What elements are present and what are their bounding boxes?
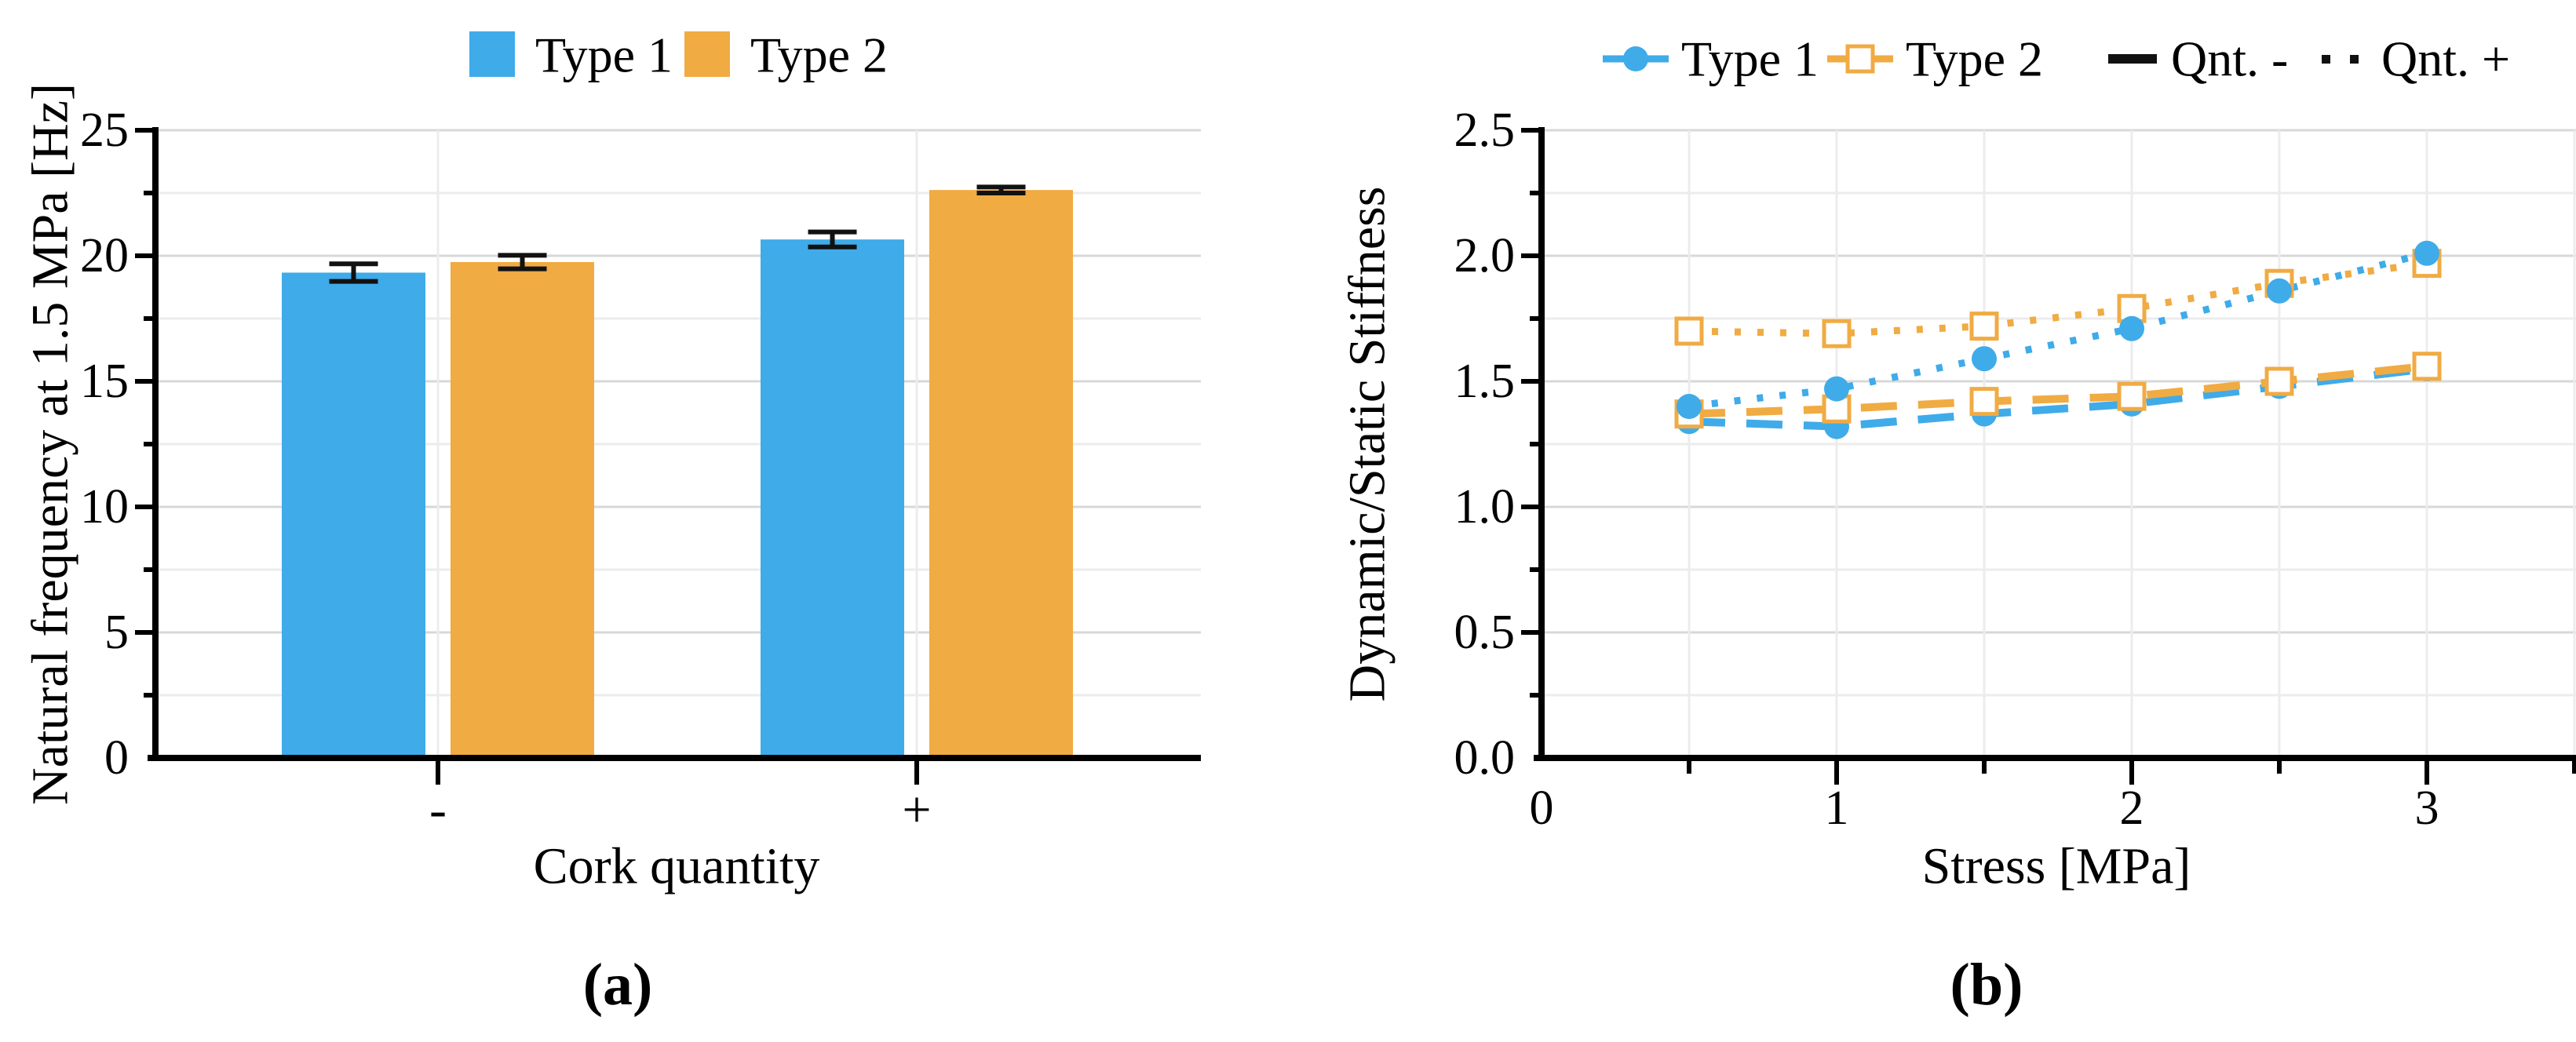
series-line-type-2-qnt--	[1688, 362, 2428, 418]
bar-chart-labels: 0 5 10 15 20 25 - + Natural frequency at 1.5 MPa…	[22, 83, 932, 1018]
y-tick-label: 0.5	[1454, 606, 1516, 659]
y-axis-title-a: Natural frequency at 1.5 MPa [Hz]	[22, 83, 79, 805]
marker-square	[1969, 312, 1999, 341]
bar-type-2-minus	[451, 262, 594, 758]
y-tick-label: 2.0	[1454, 229, 1516, 282]
marker-circle	[2414, 240, 2439, 266]
x-axis-title-a: Cork quantity	[534, 838, 820, 895]
legend-label: Type 1	[535, 27, 673, 83]
x-category-label: -	[429, 782, 447, 839]
y-tick-label: 1.0	[1454, 480, 1516, 534]
y-tick-label: 5	[104, 606, 129, 659]
legend-square-marker-icon	[1845, 44, 1875, 74]
y-tick-label: 2.5	[1454, 104, 1516, 157]
line-chart-axes	[1521, 127, 2576, 785]
marker-square	[1969, 387, 1999, 417]
bar-chart-axes	[135, 127, 1201, 785]
y-tick-label: 0	[104, 731, 129, 785]
series-line-type-1-qnt--	[1688, 365, 2428, 431]
marker-circle	[1972, 346, 1997, 372]
bar-chart-bars	[282, 190, 1073, 758]
marker-square	[2117, 381, 2147, 411]
x-category-label: +	[902, 782, 931, 839]
series-line-type-1-qnt-+	[1688, 250, 2428, 410]
legend-swatch-type-2	[684, 31, 730, 77]
bar-chart-error-bars	[329, 184, 1026, 284]
marker-circle	[2119, 315, 2144, 341]
y-tick-label: 10	[80, 480, 129, 534]
x-tick-label: 2	[2120, 782, 2144, 835]
y-tick-label: 0.0	[1454, 731, 1516, 785]
series-line-type-2-qnt-+	[1688, 260, 2428, 337]
panel-caption-b: (b)	[1950, 952, 2023, 1018]
marker-circle	[1824, 376, 1849, 402]
line-chart-labels: 0.0 0.5 1.0 1.5 2.0 2.5 0 1 2 3 Dynamic/Static Sti…	[1339, 104, 2439, 1018]
bar-type-1-plus	[761, 239, 904, 758]
y-axis-title-b: Dynamic/Static Stiffness	[1339, 187, 1396, 702]
x-tick-label: 3	[2415, 782, 2439, 835]
x-tick-label: 0	[1530, 782, 1554, 835]
legend-swatch-type-1	[469, 31, 515, 77]
bar-type-1-minus	[282, 272, 425, 758]
panel-caption-a: (a)	[583, 952, 653, 1018]
legend-label: Qnt. -	[2171, 31, 2288, 87]
legend-dot-icon	[2322, 55, 2330, 64]
marker-square	[2264, 366, 2294, 396]
marker-square	[2412, 352, 2442, 381]
line-chart-gridlines	[1542, 129, 2576, 758]
legend-circle-marker-icon	[1623, 46, 1648, 71]
x-tick-label: 1	[1825, 782, 1849, 835]
y-tick-label: 15	[80, 355, 129, 408]
marker-square	[1674, 316, 1704, 346]
legend-label: Qnt. +	[2381, 31, 2510, 87]
marker-circle	[2267, 278, 2292, 304]
line-chart-lines	[1688, 250, 2428, 431]
line-chart-legend: Type 1 Type 2 Qnt. - Qnt. +	[1603, 31, 2510, 87]
y-tick-label: 1.5	[1454, 355, 1516, 408]
legend-label: Type 2	[750, 27, 888, 83]
y-tick-label: 20	[80, 229, 129, 282]
line-chart-markers	[1674, 240, 2442, 439]
legend-label: Type 2	[1906, 31, 2043, 87]
marker-circle	[1677, 394, 1702, 419]
legend-dot-icon	[2350, 55, 2359, 64]
y-tick-label: 25	[80, 104, 129, 157]
marker-square	[1822, 319, 1852, 348]
x-axis-title-b: Stress [MPa]	[1922, 838, 2191, 895]
legend-label: Type 1	[1681, 31, 1819, 87]
bar-type-2-plus	[929, 190, 1073, 758]
bar-chart-legend: Type 1 Type 2	[469, 27, 888, 83]
